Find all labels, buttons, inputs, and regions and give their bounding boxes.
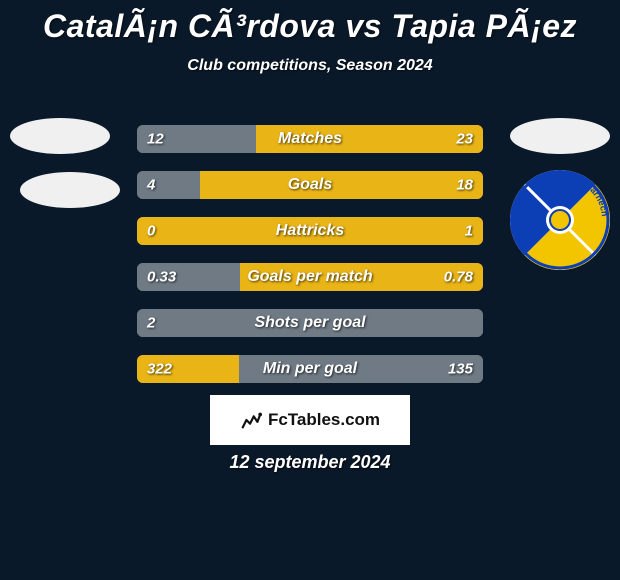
footer-brand-box: FcTables.com xyxy=(210,395,410,445)
club-badge: A.C. Barnech xyxy=(510,170,610,270)
stat-row: 4 18 Goals xyxy=(137,171,483,199)
stat-value-left: 0 xyxy=(147,223,155,240)
stat-label: Min per goal xyxy=(263,360,357,378)
stat-value-left: 2 xyxy=(147,315,155,332)
date: 12 september 2024 xyxy=(229,452,390,473)
stat-row: 322 135 Min per goal xyxy=(137,355,483,383)
stat-row: 2 Shots per goal xyxy=(137,309,483,337)
stat-label: Hattricks xyxy=(276,222,344,240)
stat-value-left: 0.33 xyxy=(147,269,176,286)
player-left-badge-1 xyxy=(10,118,110,154)
stat-value-right: 23 xyxy=(456,131,473,148)
stat-value-left: 4 xyxy=(147,177,155,194)
page-title: CatalÃ¡n CÃ³rdova vs Tapia PÃ¡ez xyxy=(0,0,620,45)
stat-row: 0.33 0.78 Goals per match xyxy=(137,263,483,291)
player-right-badge-1 xyxy=(510,118,610,154)
stat-label: Goals per match xyxy=(247,268,372,286)
stat-value-right: 18 xyxy=(456,177,473,194)
stat-label: Goals xyxy=(288,176,332,194)
stat-value-right: 0.78 xyxy=(444,269,473,286)
stat-value-left: 322 xyxy=(147,361,172,378)
stat-label: Matches xyxy=(278,130,342,148)
player-left-badge-2 xyxy=(20,172,120,208)
stat-value-right: 135 xyxy=(448,361,473,378)
stat-row: 0 1 Hattricks xyxy=(137,217,483,245)
comparison-chart: 12 23 Matches 4 18 Goals 0 1 Hattricks 0.33 0.78 Go… xyxy=(137,125,483,401)
stat-value-left: 12 xyxy=(147,131,164,148)
stat-value-right: 1 xyxy=(465,223,473,240)
subtitle: Club competitions, Season 2024 xyxy=(0,57,620,75)
stat-label: Shots per goal xyxy=(254,314,365,332)
footer-brand-text: FcTables.com xyxy=(268,410,380,430)
fctables-logo-icon xyxy=(240,409,262,431)
stat-row: 12 23 Matches xyxy=(137,125,483,153)
